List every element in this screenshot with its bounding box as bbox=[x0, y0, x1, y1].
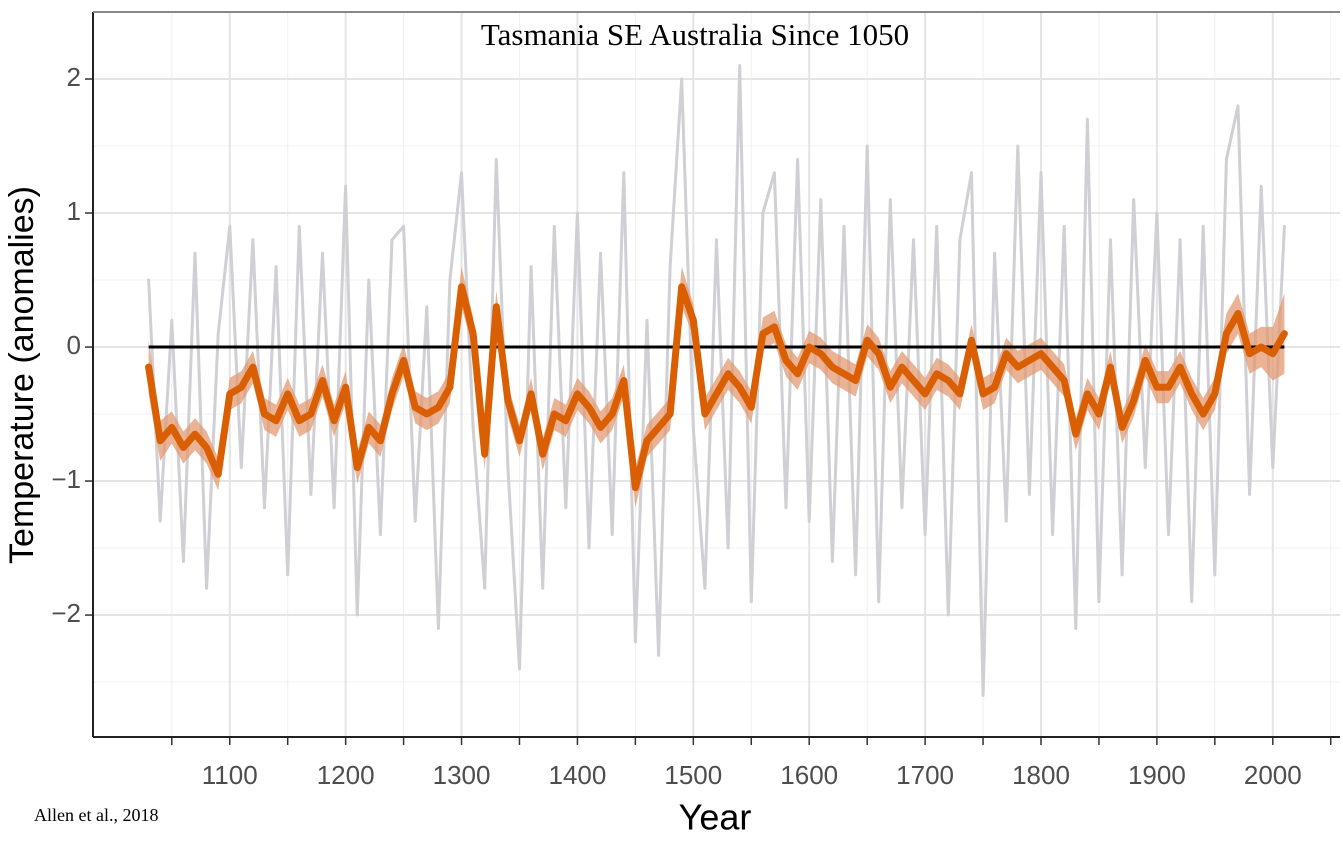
x-axis-label: Year bbox=[679, 797, 752, 838]
y-tick-label: −1 bbox=[51, 464, 81, 494]
x-tick-label: 2000 bbox=[1244, 760, 1302, 790]
y-tick-label: 0 bbox=[67, 330, 81, 360]
plot-background bbox=[93, 12, 1340, 737]
y-tick-label: −2 bbox=[51, 598, 81, 628]
source-note: Allen et al., 2018 bbox=[34, 805, 158, 825]
x-tick-label: 1900 bbox=[1128, 760, 1186, 790]
y-tick-label: 1 bbox=[67, 196, 81, 226]
x-tick-label: 1400 bbox=[549, 760, 607, 790]
chart-title: Tasmania SE Australia Since 1050 bbox=[481, 17, 909, 52]
x-tick-label: 1600 bbox=[780, 760, 838, 790]
plot-area bbox=[93, 12, 1340, 737]
x-tick-label: 1500 bbox=[664, 760, 722, 790]
x-tick-label: 1300 bbox=[433, 760, 491, 790]
smoothed-line bbox=[145, 283, 1288, 492]
y-tick-label: 2 bbox=[67, 62, 81, 92]
x-tick-label: 1700 bbox=[896, 760, 954, 790]
x-tick-label: 1200 bbox=[317, 760, 375, 790]
x-tick-label: 1800 bbox=[1012, 760, 1070, 790]
x-tick-label: 1100 bbox=[202, 760, 258, 790]
y-axis-label: Temperature (anomalies) bbox=[3, 186, 41, 564]
